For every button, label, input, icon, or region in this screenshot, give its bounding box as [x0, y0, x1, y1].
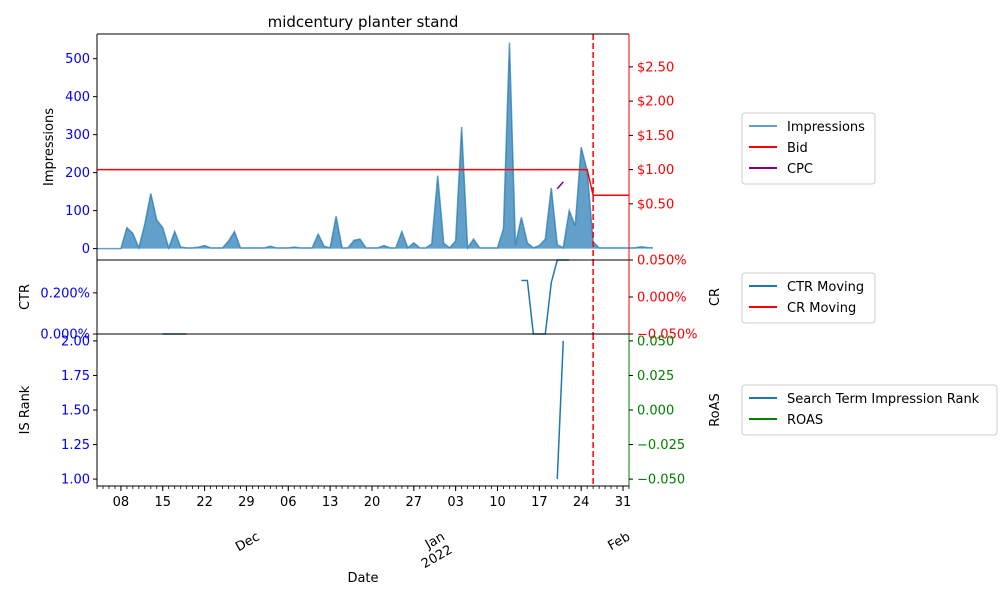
- y-tick-label: 1.50: [61, 404, 90, 419]
- y2-tick-label: 0.050%: [637, 254, 687, 269]
- x-tick-label: 03: [447, 495, 464, 510]
- y-axis-label: CTR: [18, 284, 33, 310]
- series-impressions-line: [97, 42, 653, 251]
- y-tick-label: 1.75: [61, 369, 90, 384]
- legend-box: [741, 384, 998, 436]
- series-bid-line-0: [97, 168, 629, 197]
- y-tick-label: 100: [65, 204, 90, 219]
- legend-box: [741, 112, 876, 185]
- y-tick-label: 300: [65, 128, 90, 143]
- chart-title: midcentury planter stand: [268, 13, 459, 31]
- y-tick-label: 500: [65, 52, 90, 67]
- y2-tick-label: 0.000: [637, 404, 674, 419]
- legend-label: ROAS: [787, 413, 823, 428]
- x-axis-label: Date: [347, 571, 378, 586]
- x-tick-label: 10: [489, 495, 506, 510]
- panel-bottom: 1.00 1.25 1.50 1.75 2.00 −0.050 −0.025 0.000 0.0…: [18, 333, 723, 488]
- x-tick-label: 20: [364, 495, 381, 510]
- y-tick-label: 0.000%: [40, 328, 90, 343]
- series-search-term-impression-rank-line-0: [556, 340, 564, 480]
- y2-axis-label: RoAS: [708, 393, 723, 427]
- y-tick-label: 2.00: [61, 334, 90, 349]
- legend-middle: CTR Moving CR Moving: [741, 272, 876, 324]
- y-tick-label: 1.00: [61, 473, 90, 488]
- y2-tick-label: $1.00: [637, 163, 674, 178]
- y-axis-label: IS Rank: [18, 385, 33, 434]
- x-tick-label: 17: [531, 495, 548, 510]
- y2-axis-label: CR: [708, 288, 723, 306]
- y2-tick-label: −0.050: [637, 473, 685, 488]
- x-tick-label: 31: [615, 495, 632, 510]
- x-tick-label: 13: [322, 495, 339, 510]
- y2-tick-label: −0.025: [637, 438, 685, 453]
- y2-tick-label: $0.50: [637, 197, 674, 212]
- x-tick-label: 08: [113, 495, 130, 510]
- x-tick-label: 22: [196, 495, 213, 510]
- y2-tick-label: −0.050%: [637, 328, 697, 343]
- x-tick-label: 29: [238, 495, 255, 510]
- y2-tick-label: $2.50: [637, 60, 674, 75]
- legend-label: Bid: [787, 141, 808, 156]
- y-tick-label: 0.200%: [40, 286, 90, 301]
- legend-label: Impressions: [787, 120, 865, 135]
- x-tick-label: 27: [406, 495, 423, 510]
- x-tick-label: 24: [573, 495, 590, 510]
- legend-label: CPC: [787, 162, 813, 177]
- legend-top: Impressions Bid CPC: [741, 112, 876, 185]
- y2-tick-label: 0.025: [637, 369, 674, 384]
- legend-label: CR Moving: [787, 301, 856, 316]
- panel-top: 0 100 200 300 400 500 $0.50 $1.00 $1.50 $2.00 $2.5…: [42, 33, 674, 261]
- legend-label: CTR Moving: [787, 280, 864, 295]
- y2-tick-label: $2.00: [637, 95, 674, 110]
- y-tick-label: 200: [65, 166, 90, 181]
- legend-label: Search Term Impression Rank: [787, 392, 980, 407]
- y-tick-label: 400: [65, 90, 90, 105]
- y-axis-label: Impressions: [42, 108, 57, 186]
- legend-bottom: Search Term Impression Rank ROAS: [741, 384, 998, 436]
- y2-tick-label: $1.50: [637, 129, 674, 144]
- y2-tick-label: 0.000%: [637, 291, 687, 306]
- x-tick-label: 06: [280, 495, 297, 510]
- x-tick-label: 15: [154, 495, 171, 510]
- series-cpc-line-0: [556, 181, 564, 190]
- y2-tick-label: 0.050: [637, 334, 674, 349]
- y-tick-label: 1.25: [61, 438, 90, 453]
- y-tick-label: 0: [82, 242, 90, 257]
